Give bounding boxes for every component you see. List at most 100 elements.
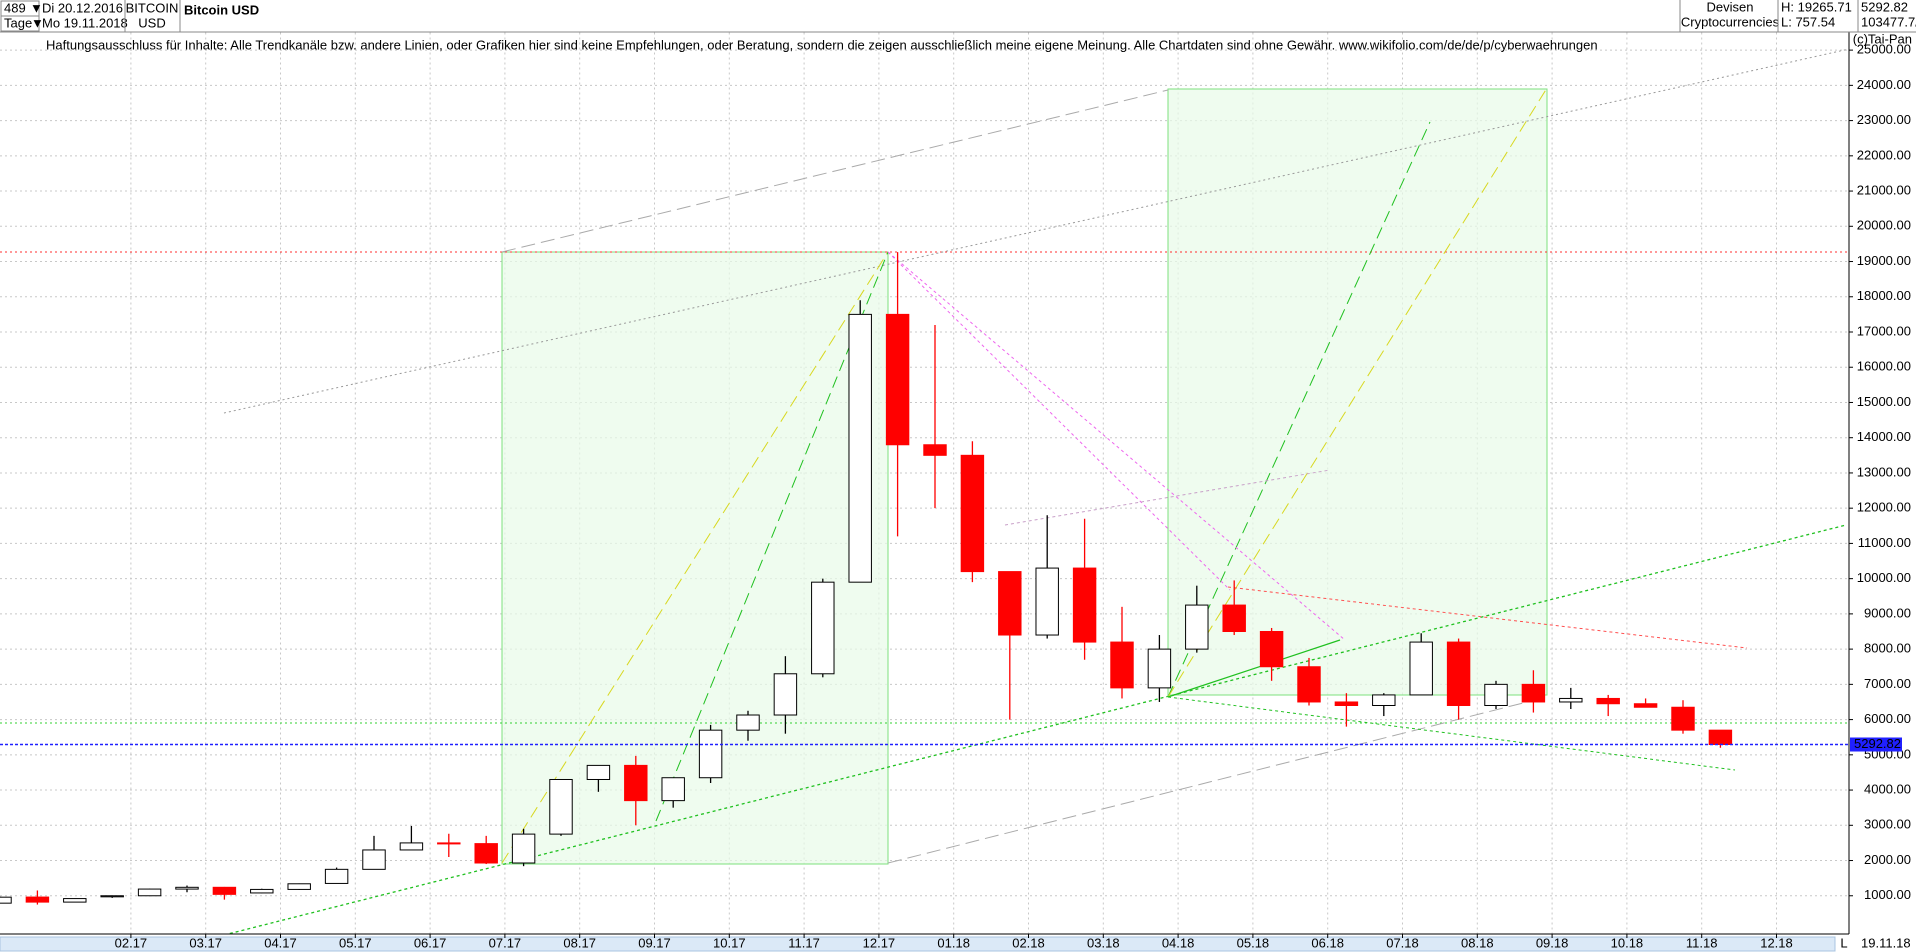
y-tick-label: 16000.00 [1857, 359, 1911, 374]
scrollbar[interactable] [0, 936, 1836, 952]
candle-body [1259, 631, 1284, 668]
candle-body [661, 777, 685, 802]
candle-body [1185, 604, 1209, 650]
candle-body [624, 764, 648, 802]
trendline [223, 48, 1849, 414]
candle-body [1222, 604, 1246, 633]
trendline [1167, 87, 1548, 698]
last-price-box [1850, 737, 1902, 752]
period-box[interactable] [0, 15, 40, 32]
candle-body [998, 571, 1022, 636]
x-tick-label: 02.18 [1012, 935, 1045, 950]
y-tick-label: 6000.00 [1864, 711, 1911, 726]
candle-body [399, 842, 424, 851]
x-tick-label: 08.17 [563, 935, 596, 950]
candle-body [1484, 683, 1508, 706]
candle-body [1035, 567, 1059, 636]
y-tick-label: 18000.00 [1857, 288, 1911, 303]
x-tick-label: 04.17 [264, 935, 297, 950]
candle-body [63, 898, 87, 903]
x-tick-label: 05.17 [339, 935, 372, 950]
candle-body [287, 883, 311, 890]
y-tick-label: 17000.00 [1857, 323, 1911, 338]
trendline [225, 524, 1847, 934]
copyright: (c)Tai-Pan [1853, 31, 1912, 46]
y-tick-label: 3000.00 [1864, 817, 1911, 832]
last: 5292.82 [1861, 0, 1908, 14]
trendline [887, 251, 1346, 641]
y-tick-label: 12000.00 [1857, 500, 1911, 515]
candle-body [1297, 666, 1321, 703]
candle-body [511, 833, 536, 864]
trendline [501, 89, 1169, 253]
y-tick-label: 25000.00 [1857, 42, 1911, 57]
currency: USD [138, 15, 165, 30]
trendline [1004, 469, 1331, 526]
count: 489 [4, 0, 26, 15]
y-tick-label: 21000.00 [1857, 182, 1911, 197]
y-tick-label: 8000.00 [1864, 641, 1911, 656]
dropdown-arrow: ▼ [31, 15, 44, 30]
trendline [1167, 696, 1736, 771]
y-tick-label: 4000.00 [1864, 781, 1911, 796]
candle-body [848, 313, 872, 583]
y-tick-label: 19000.00 [1857, 253, 1911, 268]
x-tick-label: 07.17 [489, 935, 522, 950]
candle-body [212, 886, 237, 895]
candle-body [1072, 567, 1097, 643]
symbol: BITCOIN [126, 0, 179, 15]
candle-body [250, 888, 274, 894]
scale-mode[interactable]: L [1840, 935, 1847, 950]
y-tick-label: 23000.00 [1857, 112, 1911, 127]
candle-body [1446, 641, 1471, 706]
candle-body [960, 454, 985, 573]
candle-body [549, 778, 573, 835]
candle-body [1409, 641, 1433, 696]
y-tick-label: 20000.00 [1857, 218, 1911, 233]
candle-body [175, 886, 199, 890]
trendline [887, 251, 1231, 591]
candles [0, 252, 1849, 905]
high: H: 19265.71 [1781, 0, 1852, 14]
low: L: 757.54 [1781, 14, 1835, 29]
x-tick-label: 05.18 [1237, 935, 1270, 950]
candle-body [0, 896, 12, 904]
y-tick-label: 1000.00 [1864, 887, 1911, 902]
candle-body [811, 581, 835, 675]
x-tick-label: 11.17 [788, 935, 820, 950]
subgroup: Cryptocurrencies [1681, 14, 1780, 29]
y-tick-label: 9000.00 [1864, 605, 1911, 620]
candle-body [1110, 641, 1134, 689]
x-tick-label: 03.18 [1087, 935, 1120, 950]
y-tick-label: 10000.00 [1857, 570, 1911, 585]
y-tick-label: 15000.00 [1857, 394, 1911, 409]
candle-body [137, 888, 162, 897]
candle-body [1521, 683, 1546, 703]
period: Tage [4, 15, 32, 30]
candle-body [324, 868, 349, 884]
y-tick-label: 11000.00 [1858, 535, 1911, 550]
x-tick-label: 06.18 [1311, 935, 1344, 950]
trendline [501, 251, 889, 864]
x-tick-label: 12.18 [1760, 935, 1793, 950]
candle-body [1671, 706, 1695, 731]
x-tick-label: 08.18 [1461, 935, 1494, 950]
x-tick-label: 04.18 [1162, 935, 1195, 950]
x-tick-label: 12.17 [863, 935, 896, 950]
candle-body [1559, 697, 1583, 703]
candle-body [586, 764, 611, 780]
y-tick-label: 2000.00 [1864, 852, 1911, 867]
y-tick-label: 13000.00 [1857, 464, 1911, 479]
group: Devisen [1707, 0, 1754, 14]
x-tick-label: 11.18 [1686, 935, 1718, 950]
y-tick-label: 22000.00 [1857, 147, 1911, 162]
end-date: Mo 19.11.2018 [42, 15, 128, 30]
x-tick-label: 03.17 [189, 935, 222, 950]
x-tick-label: 01.18 [937, 935, 970, 950]
candle-body [100, 895, 124, 898]
x-tick-label: 09.18 [1536, 935, 1569, 950]
x-tick-label: 06.17 [414, 935, 447, 950]
annotation: Haftungsausschluss für Inhalte: Alle Tre… [46, 37, 1598, 52]
